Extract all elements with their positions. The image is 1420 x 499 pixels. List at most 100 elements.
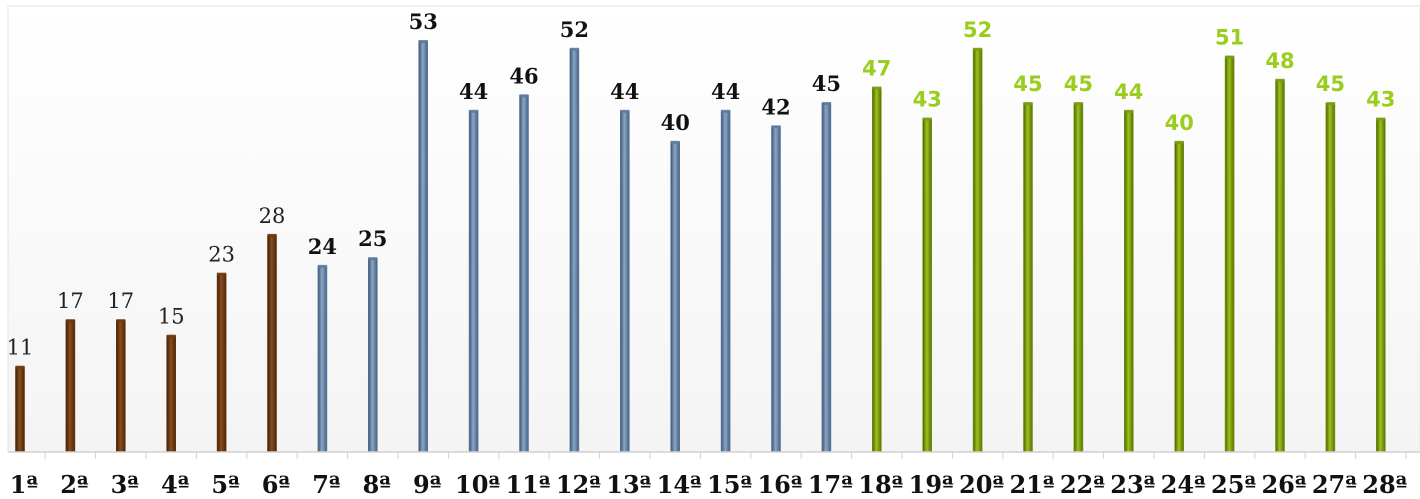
bar [1376,118,1386,453]
data-label: 28 [259,204,286,228]
bar-cap [15,365,25,369]
bar-cap [418,40,428,44]
bar-cap [973,47,983,51]
category-label: 6ª [262,470,291,499]
category-label: 8ª [363,470,392,499]
data-label: 48 [1265,49,1294,73]
data-label: 43 [913,88,942,112]
data-label: 44 [711,79,740,104]
data-label: 45 [1013,72,1042,96]
bar [1174,141,1184,453]
bar [267,234,277,453]
category-label: 5ª [211,470,240,499]
category-label: 12ª [556,470,601,499]
data-label: 25 [358,226,387,251]
data-label: 53 [409,9,438,34]
data-label: 42 [761,94,790,119]
category-label: 2ª [60,470,89,499]
category-label: 16ª [757,470,802,499]
bar [771,126,781,453]
data-label: 11 [7,336,34,360]
category-label: 11ª [505,470,550,499]
data-label: 51 [1215,26,1244,50]
bar-cap [670,140,680,144]
category-label: 25ª [1211,470,1256,499]
data-label: 17 [107,289,134,313]
data-label: 46 [509,63,538,88]
data-label: 44 [610,79,639,104]
category-label: 19ª [909,470,954,499]
bar [15,366,25,453]
bar-cap [368,257,378,261]
bar-cap [1023,102,1033,106]
category-label: 20ª [959,470,1004,499]
bar [972,48,983,453]
category-label: 24ª [1161,470,1206,499]
bar [1023,102,1033,453]
category-label: 13ª [606,470,651,499]
bar-cap [1325,102,1335,106]
category-label: 9ª [413,470,442,499]
data-label: 52 [560,17,589,42]
bar [1325,102,1336,453]
bar [317,265,328,453]
bar [418,40,429,453]
bar [619,110,630,453]
bar [569,48,580,453]
data-label: 52 [963,18,992,42]
bar-cap [65,319,75,323]
bar [922,118,933,453]
bar-cap [1376,117,1386,121]
bar-cap [469,109,479,113]
bar [468,110,479,453]
data-label: 43 [1366,88,1395,112]
bar-cap [771,125,781,129]
bar-cap [821,102,831,106]
bar [65,319,76,453]
bar [216,273,227,453]
bar [871,87,882,453]
category-label: 14ª [657,470,702,499]
data-label: 44 [1114,80,1143,104]
bar [821,102,832,453]
category-label: 4ª [161,470,190,499]
category-label: 18ª [858,470,903,499]
bar [1124,110,1134,453]
bar-cap [1225,55,1235,59]
category-label: 22ª [1060,470,1105,499]
bar-cap [166,334,176,338]
bar-cap [721,109,731,113]
category-label: 7ª [312,470,341,499]
bar [166,335,176,453]
category-label: 10ª [455,470,500,499]
bar [519,94,529,453]
data-label: 24 [308,234,337,259]
bar-cap [872,86,882,90]
bar [1275,79,1285,453]
category-label: 3ª [111,470,140,499]
bar-cap [1124,109,1134,113]
bar-cap [569,47,579,51]
category-label: 26ª [1261,470,1306,499]
bar-cap [1073,102,1083,106]
data-label: 47 [862,57,891,81]
category-label: 17ª [808,470,853,499]
category-label: 15ª [707,470,752,499]
bar-cap [922,117,932,121]
data-label: 23 [208,243,235,267]
bar-cap [116,319,126,323]
bar [367,257,378,453]
plot-background [7,5,1420,453]
bar-cap [519,94,529,98]
data-label: 17 [57,289,84,313]
data-label: 45 [812,71,841,96]
category-label: 21ª [1009,470,1054,499]
data-label: 40 [1165,111,1194,135]
category-label: 23ª [1110,470,1155,499]
category-label: 27ª [1312,470,1357,499]
bar [116,319,126,453]
bar [720,110,731,453]
bar-cap [1174,140,1184,144]
